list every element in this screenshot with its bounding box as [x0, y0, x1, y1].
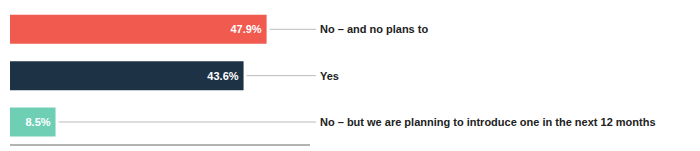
svg-text:8.5%: 8.5% — [25, 116, 50, 128]
svg-text:Yes: Yes — [320, 70, 339, 82]
svg-text:43.6%: 43.6% — [207, 70, 238, 82]
svg-text:47.9%: 47.9% — [230, 23, 261, 35]
svg-text:No – but we are planning to in: No – but we are planning to introduce on… — [320, 116, 656, 128]
svg-text:No – and no plans to: No – and no plans to — [320, 23, 428, 35]
